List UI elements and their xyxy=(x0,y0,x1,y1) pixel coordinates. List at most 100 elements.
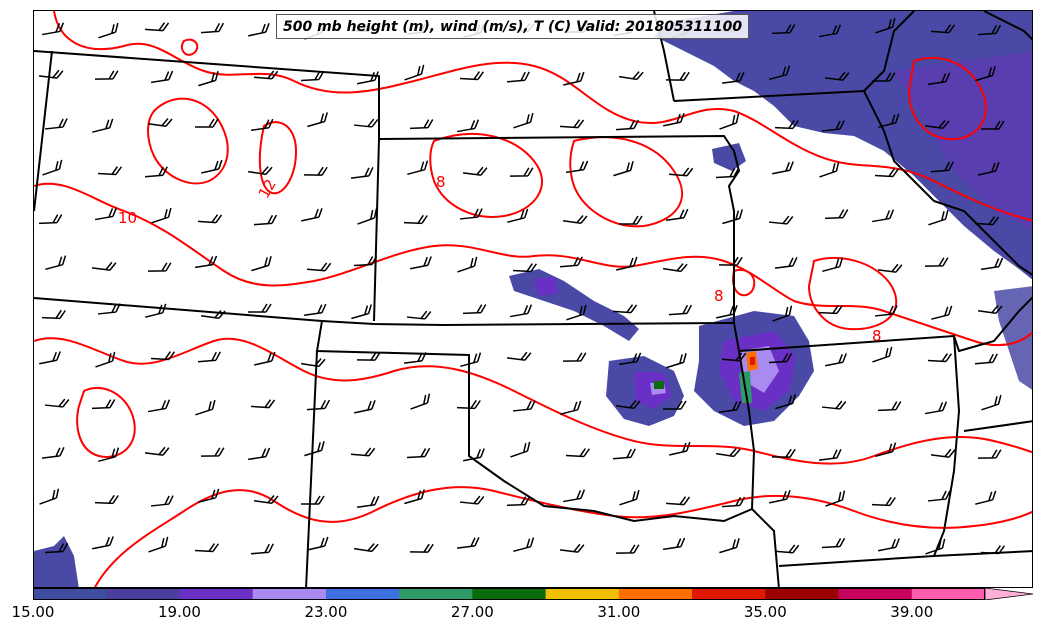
wind-barb xyxy=(459,71,485,81)
wind-barb xyxy=(353,118,379,128)
wind-barb xyxy=(931,305,953,320)
wind-barb xyxy=(821,537,846,549)
wind-barb xyxy=(722,209,743,225)
wind-barb xyxy=(307,536,329,551)
colorbar-segment xyxy=(618,588,693,600)
wind-barb xyxy=(559,543,585,553)
wind-barb xyxy=(513,112,534,129)
wind-barb xyxy=(38,69,64,79)
wind-barb xyxy=(253,494,279,504)
wind-barb xyxy=(197,214,223,224)
wind-barb xyxy=(718,256,743,266)
contour-line xyxy=(429,133,544,218)
wind-barb xyxy=(353,255,378,267)
wind-barb xyxy=(250,399,276,409)
wind-barb xyxy=(819,161,840,178)
wind-barb xyxy=(95,351,116,368)
wind-barb xyxy=(92,536,114,550)
wind-barb xyxy=(194,543,220,553)
wind-barb xyxy=(821,400,847,410)
wind-barb xyxy=(195,399,216,416)
wind-barb xyxy=(615,119,640,131)
wind-barb xyxy=(719,538,740,554)
wind-barb xyxy=(927,72,951,86)
border-line xyxy=(34,50,741,327)
wind-barb xyxy=(45,255,67,271)
border-line xyxy=(751,508,780,587)
wind-barb xyxy=(977,24,1002,36)
wind-barb xyxy=(44,398,70,408)
wind-shading-kansas-inner xyxy=(534,277,559,296)
wind-barb xyxy=(150,495,174,507)
wind-barb xyxy=(200,447,225,457)
wind-barb xyxy=(668,304,693,316)
wind-barb xyxy=(250,543,274,555)
wind-barb xyxy=(613,161,634,177)
wind-barb xyxy=(513,537,535,553)
colorbar-segment xyxy=(838,588,913,600)
wind-barb xyxy=(768,352,793,364)
wind-barb xyxy=(144,166,168,178)
wind-barb xyxy=(353,543,379,553)
map-canvas: 12 10 8 8 8 xyxy=(34,11,1032,587)
colorbar-tick-label: 39.00 xyxy=(890,603,934,621)
wind-barb xyxy=(94,494,119,505)
wind-barb xyxy=(97,303,121,315)
wind-barb xyxy=(871,496,896,507)
wind-barb xyxy=(407,160,429,176)
wind-barb xyxy=(565,160,589,174)
wind-barb xyxy=(91,399,116,410)
wind-barb xyxy=(665,208,689,221)
wind-barb xyxy=(721,496,746,508)
wind-barb xyxy=(618,71,644,81)
wind-barb xyxy=(95,207,118,221)
colorbar-tick-label: 15.00 xyxy=(11,603,55,621)
wind-barb xyxy=(254,351,276,366)
colorbar-extend-arrow xyxy=(984,588,1033,600)
colorbar xyxy=(33,588,1033,600)
wind-barb xyxy=(147,117,173,127)
colorbar-tick-label: 27.00 xyxy=(450,603,494,621)
wind-barb xyxy=(253,70,279,80)
wind-barb xyxy=(94,70,119,80)
wind-barb xyxy=(930,24,956,34)
wind-barb xyxy=(357,71,379,85)
wind-barb xyxy=(772,305,793,322)
wind-barb xyxy=(825,353,847,367)
wind-barb xyxy=(38,214,63,225)
wind-barb xyxy=(662,537,686,551)
wind-barb xyxy=(42,159,63,176)
colorbar-tick-label: 31.00 xyxy=(597,603,641,621)
wind-barb xyxy=(975,66,996,82)
wind-barb xyxy=(721,352,747,362)
colorbar-segment xyxy=(106,588,180,600)
wind-barb xyxy=(615,544,640,554)
border-line xyxy=(315,320,756,523)
wind-barb xyxy=(562,214,588,224)
wind-barb xyxy=(871,72,896,82)
wind-barb xyxy=(669,441,691,456)
wind-barb xyxy=(42,22,65,36)
wind-barb xyxy=(41,447,65,459)
wind-barb xyxy=(772,161,794,175)
wind-barb xyxy=(304,441,325,457)
wind-barb xyxy=(821,120,845,132)
colorbar-segment xyxy=(911,588,986,600)
wind-barb xyxy=(977,449,1002,459)
wind-barb xyxy=(198,71,219,87)
wind-barb xyxy=(410,393,431,410)
wind-barb xyxy=(563,489,586,503)
border-line xyxy=(933,200,1032,276)
wind-barb xyxy=(774,257,798,269)
border-line xyxy=(305,350,318,587)
wind-barb xyxy=(874,168,900,178)
wind-barb xyxy=(350,167,374,179)
wind-barb xyxy=(197,351,221,363)
wind-barb xyxy=(410,256,432,270)
wind-barb xyxy=(39,351,61,365)
colorbar-tick-label: 35.00 xyxy=(743,603,787,621)
wind-barb xyxy=(877,401,902,412)
wind-barb xyxy=(872,209,895,223)
wind-barb xyxy=(510,304,533,318)
wind-barb xyxy=(507,208,529,223)
